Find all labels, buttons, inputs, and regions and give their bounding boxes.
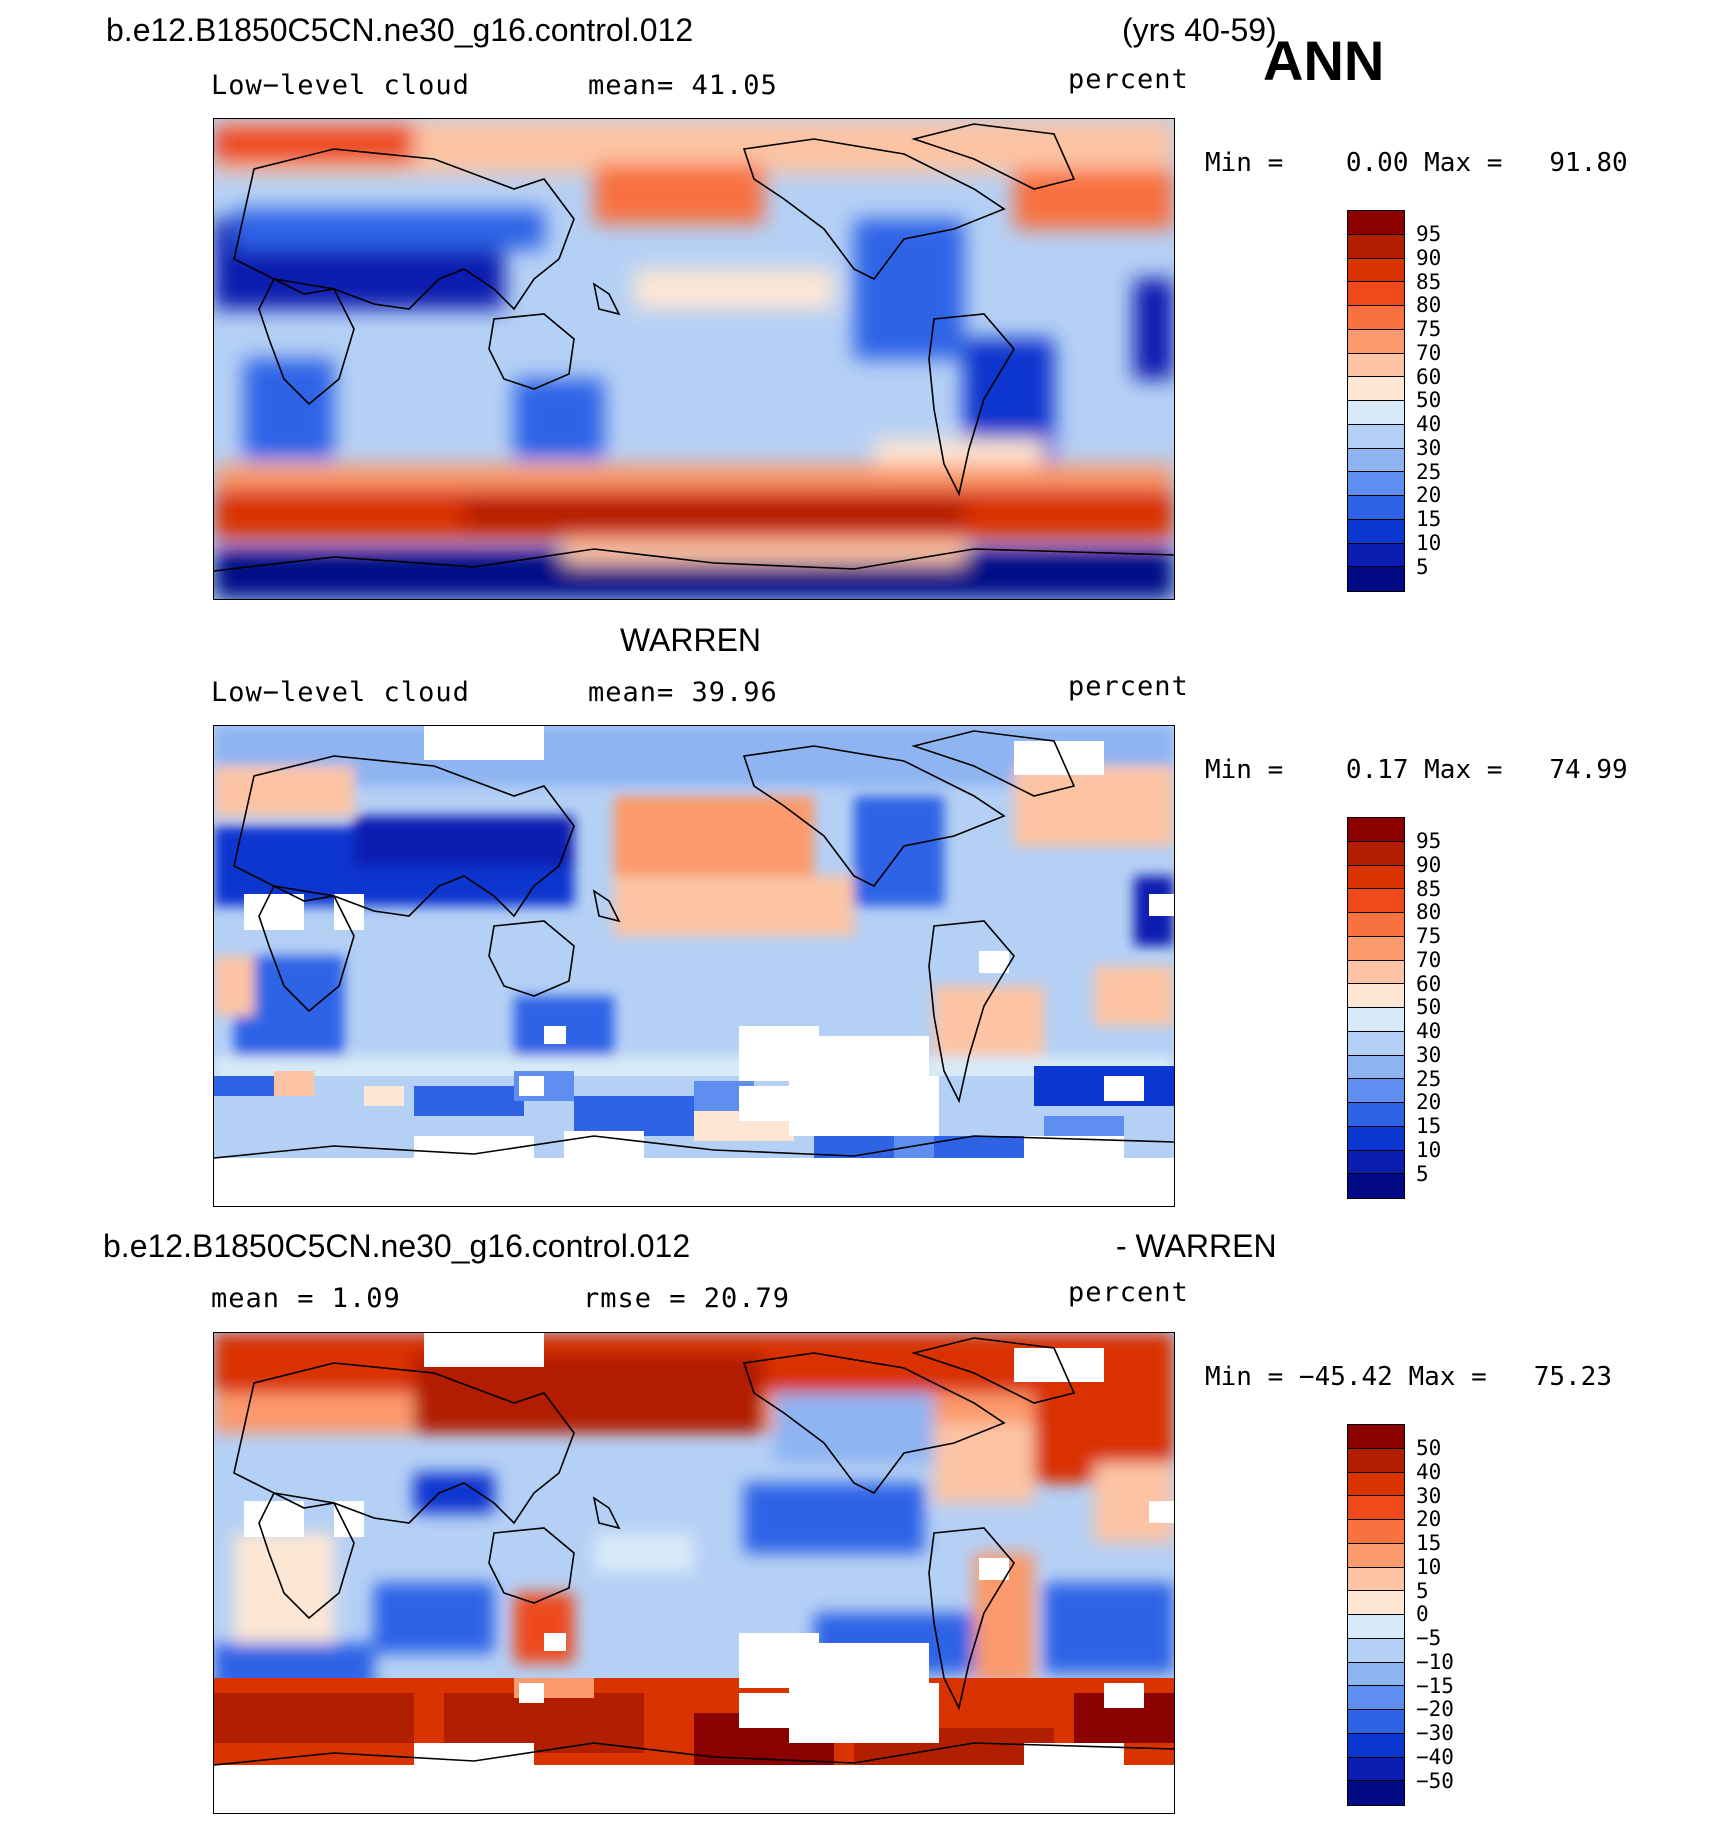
panel3-units: percent (1068, 1277, 1189, 1308)
cb-label: 10 (1416, 1554, 1442, 1579)
panel3-mean: mean = 1.09 (211, 1283, 401, 1314)
cb-label: 80 (1416, 900, 1442, 925)
panel1-units: percent (1068, 64, 1189, 95)
cb-label: 25 (1416, 1066, 1442, 1091)
panel2-var-label: Low−level cloud (211, 677, 470, 708)
cb-label: 30 (1416, 1042, 1442, 1067)
panel3-title-left: b.e12.B1850C5CN.ne30_g16.control.012 (103, 1228, 691, 1264)
panel3-title-right: - WARREN (1116, 1228, 1277, 1264)
cb-label: 20 (1416, 1507, 1442, 1532)
cb-label: 85 (1416, 876, 1442, 901)
panel3-rmse: rmse = 20.79 (583, 1283, 791, 1314)
panel1-map (213, 118, 1175, 600)
cb-label: 5 (1416, 1578, 1429, 1603)
cb-label: 10 (1416, 1137, 1442, 1162)
cb-label: 75 (1416, 924, 1442, 948)
cb-label: 30 (1416, 435, 1442, 460)
cb-label: 60 (1416, 971, 1442, 996)
cb-label: 70 (1416, 947, 1442, 972)
cb-label: 75 (1416, 317, 1442, 341)
panel1-mean: mean= 41.05 (588, 70, 778, 101)
panel3-minmax: Min = −45.42 Max = 75.23 (1205, 1362, 1612, 1392)
cb-label: 15 (1416, 1531, 1442, 1555)
season-label: ANN (1263, 29, 1385, 92)
cb-label: 15 (1416, 507, 1442, 531)
cb-label: 95 (1416, 829, 1442, 853)
cb-label: 40 (1416, 1459, 1442, 1484)
cb-label: 60 (1416, 364, 1442, 389)
cb-label: 5 (1416, 554, 1429, 579)
cb-label: 20 (1416, 1090, 1442, 1115)
cb-label: −5 (1416, 1626, 1442, 1650)
panel2-mean: mean= 39.96 (588, 677, 778, 708)
panel2-units: percent (1068, 671, 1189, 702)
cb-label: 25 (1416, 459, 1442, 484)
panel3-colorbar-labels: 50 40 30 20 15 10 5 0 −5 −10 −15 −20 −30… (1416, 1436, 1454, 1793)
panel3-map (213, 1332, 1175, 1814)
cb-label: −30 (1416, 1721, 1454, 1745)
cb-label: 80 (1416, 293, 1442, 318)
panel1-colorbar (1347, 210, 1405, 592)
panel1-colorbar-labels: 95 90 85 80 75 70 60 50 40 30 25 20 15 1… (1416, 222, 1442, 579)
cb-label: 40 (1416, 1019, 1442, 1043)
cb-label: 50 (1416, 995, 1442, 1020)
case-title: b.e12.B1850C5CN.ne30_g16.control.012 (106, 12, 694, 48)
cb-label: 90 (1416, 245, 1442, 270)
cb-label: 5 (1416, 1161, 1429, 1186)
cb-label: −20 (1416, 1697, 1454, 1722)
cb-label: 70 (1416, 340, 1442, 365)
cb-label: −15 (1416, 1673, 1454, 1698)
cb-label: 95 (1416, 222, 1442, 246)
cb-label: 40 (1416, 412, 1442, 436)
cb-label: 15 (1416, 1114, 1442, 1138)
panel1-var-label: Low−level cloud (211, 70, 470, 101)
cb-label: 90 (1416, 852, 1442, 877)
panel2-colorbar (1347, 817, 1405, 1199)
panel2-colorbar-labels: 95 90 85 80 75 70 60 50 40 30 25 20 15 1… (1416, 829, 1442, 1186)
cb-label: −40 (1416, 1744, 1454, 1769)
cb-label: 20 (1416, 483, 1442, 508)
panel2-map (213, 725, 1175, 1207)
cb-label: −50 (1416, 1768, 1454, 1793)
panel2-title: WARREN (620, 622, 762, 658)
years-label: (yrs 40-59) (1122, 12, 1277, 48)
cb-label: 0 (1416, 1602, 1429, 1627)
panel1-minmax: Min = 0.00 Max = 91.80 (1205, 148, 1628, 178)
panel2-minmax: Min = 0.17 Max = 74.99 (1205, 755, 1628, 785)
cb-label: 85 (1416, 269, 1442, 294)
cb-label: 50 (1416, 1436, 1442, 1460)
cb-label: 50 (1416, 388, 1442, 413)
panel3-colorbar (1347, 1424, 1405, 1806)
cb-label: −10 (1416, 1649, 1454, 1674)
cb-label: 10 (1416, 530, 1442, 555)
cb-label: 30 (1416, 1483, 1442, 1508)
